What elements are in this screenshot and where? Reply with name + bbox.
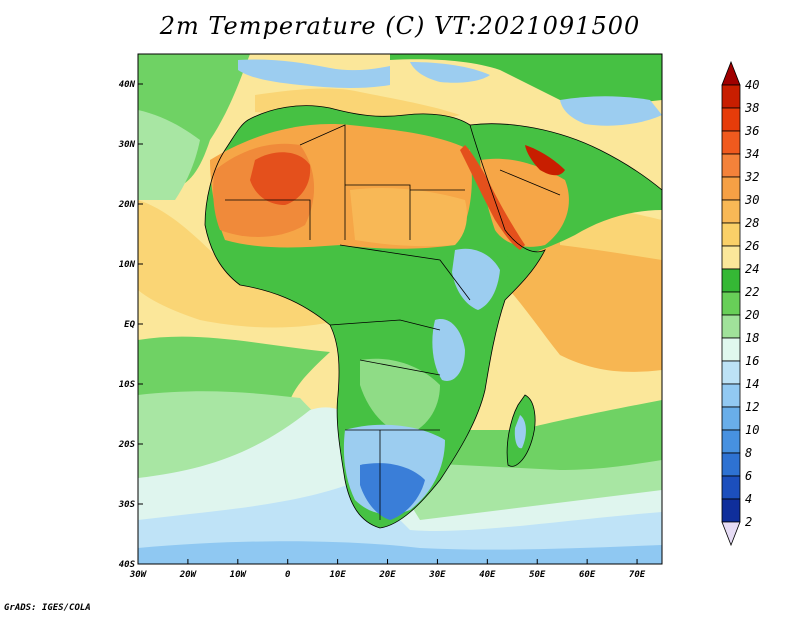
colorbar-level-label: 2 <box>745 515 752 529</box>
sahel-warm <box>350 188 467 247</box>
ocean-indian-warm <box>500 230 662 372</box>
colorbar-level-label: 6 <box>745 469 752 483</box>
persian-gulf-hot <box>525 145 565 176</box>
colorbar-level-label: 36 <box>744 124 759 138</box>
madagascar-cool <box>514 415 526 449</box>
iran-cool <box>560 96 662 126</box>
colorbar-arrow-bottom <box>721 521 741 547</box>
colorbar-swatch <box>721 268 741 293</box>
y-tick-label: 30N <box>118 140 136 150</box>
southern-africa-cold <box>360 463 425 520</box>
colorbar-level-label: 14 <box>745 377 759 391</box>
x-tick-label: 60E <box>579 570 596 580</box>
europe-cool <box>238 59 390 89</box>
colorbar-level-label: 18 <box>745 331 759 345</box>
turkey-cool <box>410 62 490 83</box>
colorbar-level-label: 34 <box>744 147 759 161</box>
x-tick-label: 0 <box>285 570 291 580</box>
colorbar-level-label: 26 <box>745 239 759 253</box>
colorbar-swatch <box>721 222 741 247</box>
y-tick-label: 40N <box>119 80 136 90</box>
y-tick-label: 20S <box>118 440 136 450</box>
colorbar-swatch <box>721 360 741 385</box>
colorbar-swatch <box>721 291 741 316</box>
ethiopia-highlands <box>452 248 500 310</box>
x-tick-label: 50E <box>529 570 546 580</box>
colorbar-level-label: 4 <box>745 492 752 506</box>
x-tick-label: 30E <box>428 570 446 580</box>
colorbar-swatch <box>721 452 741 477</box>
colorbar-swatch <box>721 383 741 408</box>
colorbar-swatch <box>721 199 741 224</box>
east-africa-highlands <box>432 319 465 381</box>
colorbar-level-label: 32 <box>744 170 759 184</box>
x-tick-label: 20W <box>179 570 198 580</box>
colorbar-swatch <box>721 498 741 523</box>
x-tick-label: 10W <box>230 570 248 580</box>
colorbar-arrow-top <box>721 60 741 86</box>
x-axis: 30W 20W 10W 0 10E 20E 30E 40E 50E 60E 70E <box>129 559 646 580</box>
colorbar-swatch <box>721 406 741 431</box>
map-frame <box>137 53 663 565</box>
y-tick-label: 40S <box>119 560 136 570</box>
y-axis: 40N 30N 20N 10N EQ 10S 20S 30S 40S <box>118 80 143 570</box>
chart-title: 2m Temperature (C) VT:2021091500 <box>159 12 641 40</box>
colorbar-swatch <box>721 153 741 178</box>
colorbar-swatch <box>721 84 741 109</box>
colorbar-level-label: 30 <box>744 193 759 207</box>
colorbar-swatch <box>721 130 741 155</box>
x-tick-label: 30W <box>129 570 148 580</box>
colorbar-level-label: 16 <box>745 354 759 368</box>
colorbar-swatch <box>721 107 741 132</box>
colorbar-level-label: 22 <box>745 285 759 299</box>
central-plateau <box>360 358 440 435</box>
y-tick-label: 10N <box>119 260 136 270</box>
colorbar-swatch <box>721 475 741 500</box>
y-tick-label: EQ <box>124 320 135 330</box>
colorbar-level-label: 20 <box>745 308 759 322</box>
ocean-south-deep <box>138 541 662 564</box>
turkey-land <box>390 54 662 104</box>
y-tick-label: 30S <box>118 500 136 510</box>
x-tick-label: 20E <box>378 570 396 580</box>
colorbar-swatch <box>721 245 741 270</box>
x-tick-label: 70E <box>629 570 646 580</box>
sahara-core-red <box>250 152 311 205</box>
y-tick-label: 10S <box>119 380 136 390</box>
y-tick-label: 20N <box>118 200 136 210</box>
map-field <box>138 54 662 564</box>
colorbar-swatch <box>721 176 741 201</box>
colorbar-level-label: 8 <box>745 446 752 460</box>
footer-credit: GrADS: IGES/COLA <box>4 603 91 613</box>
colorbar-level-label: 38 <box>744 101 759 115</box>
ocean-north-atlantic-warm <box>138 110 200 200</box>
red-sea-hot <box>460 145 525 250</box>
colorbar-swatch <box>721 337 741 362</box>
colorbar-swatch <box>721 429 741 454</box>
colorbar-level-label: 12 <box>745 400 759 414</box>
x-tick-label: 10E <box>329 570 346 580</box>
colorbar-level-label: 28 <box>745 216 759 230</box>
colorbar-level-label: 10 <box>745 423 759 437</box>
colorbar-level-label: 24 <box>745 262 759 276</box>
colorbar-swatch <box>721 314 741 339</box>
country-borders <box>204 105 662 529</box>
colorbar-level-label: 40 <box>745 78 759 92</box>
colorbar: 40 38 36 34 32 30 28 26 24 22 20 18 16 14 12 10 8 6 4 2 <box>721 60 759 547</box>
x-tick-label: 40E <box>479 570 496 580</box>
